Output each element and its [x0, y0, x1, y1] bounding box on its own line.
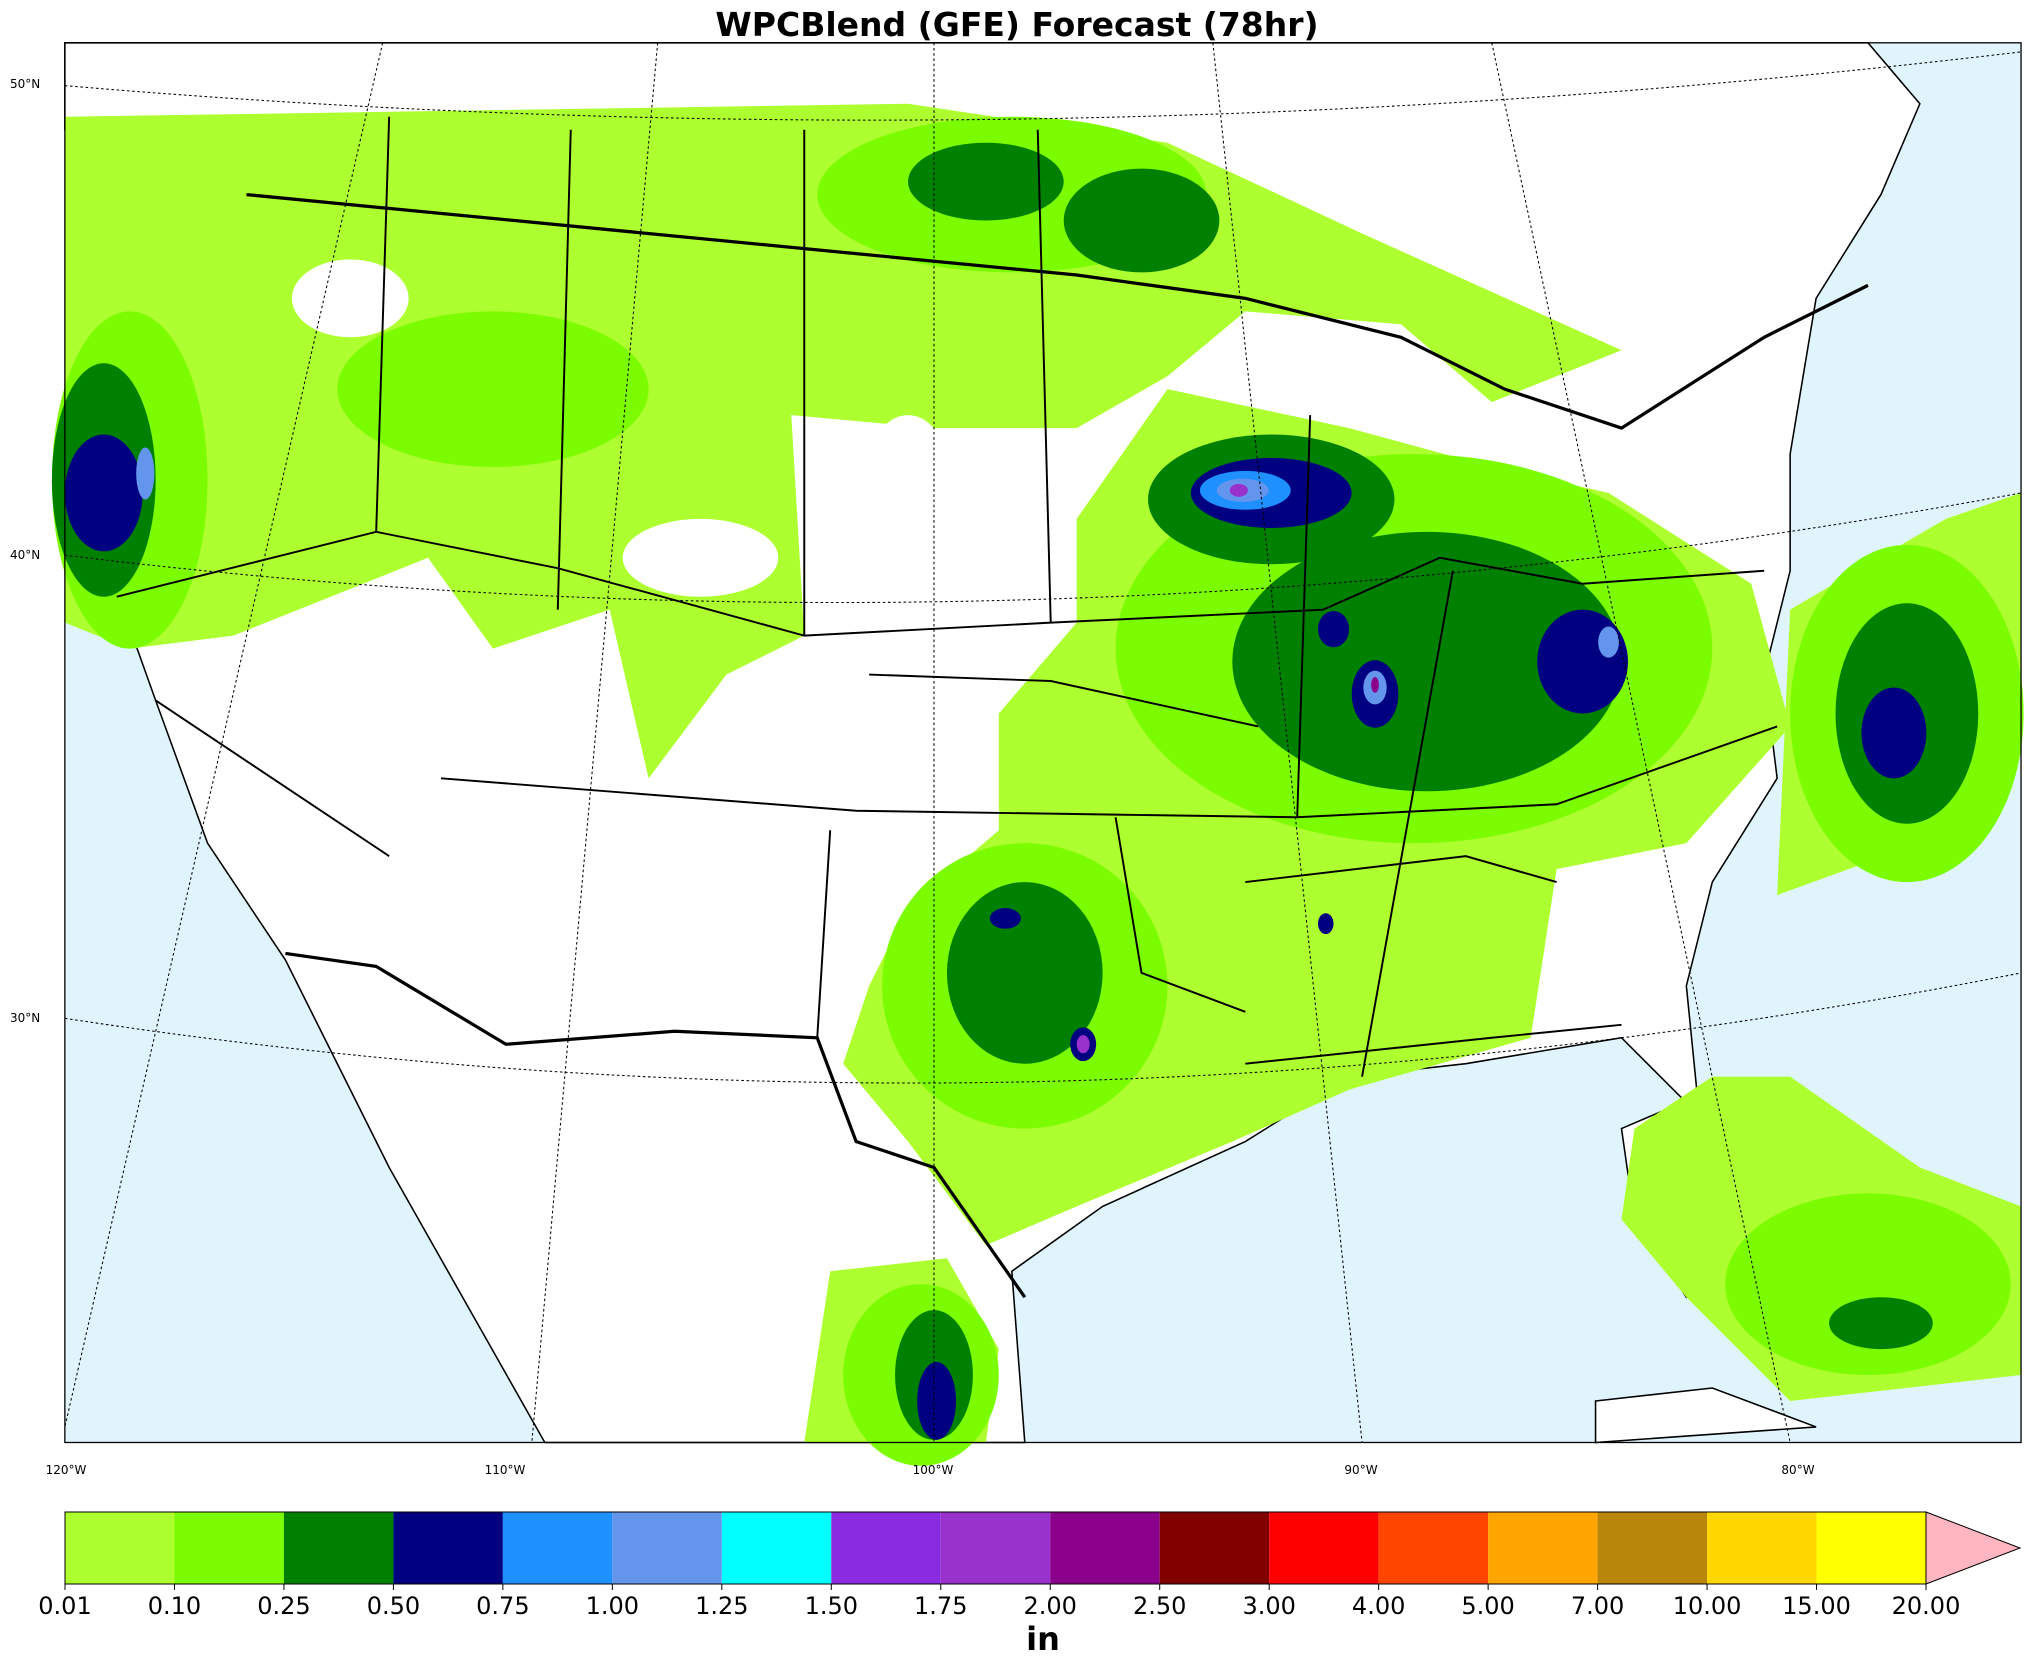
colorbar-tick-label: 4.00	[1352, 1592, 1405, 1620]
colorbar-bin	[1269, 1512, 1379, 1584]
precip-white-gaps	[291, 259, 947, 597]
colorbar-tick-label: 0.50	[367, 1592, 420, 1620]
colorbar-tick-label: 2.00	[1024, 1592, 1077, 1620]
colorbar-bin	[1488, 1512, 1598, 1584]
colorbar-bin	[1707, 1512, 1817, 1584]
lon-label: 90°W	[1344, 1463, 1377, 1477]
colorbar-tick-label: 15.00	[1782, 1592, 1851, 1620]
lon-label: 120°W	[46, 1463, 87, 1477]
colorbar-tick-label: 1.25	[695, 1592, 748, 1620]
colorbar: 0.01 0.10 0.25 0.50 0.75 1.00 1.25 1.50 1.75 2.00…	[38, 1511, 2022, 1620]
lat-label: 30°N	[10, 1011, 40, 1025]
colorbar-tick-label: 1.50	[805, 1592, 858, 1620]
colorbar-bin	[721, 1512, 832, 1584]
borders	[116, 116, 1869, 1299]
colorbar-bin	[1816, 1512, 1926, 1584]
colorbar-tick-label: 0.75	[476, 1592, 529, 1620]
colorbar-label: in	[1026, 1620, 1060, 1658]
colorbar-tick-label: 3.00	[1242, 1592, 1295, 1620]
map	[51, 42, 2024, 1466]
colorbar-bin	[1050, 1512, 1160, 1584]
colorbar-bin	[393, 1512, 503, 1584]
colorbar-bin	[65, 1512, 175, 1584]
colorbar-bin	[1159, 1512, 1270, 1584]
colorbar-tick-label: 7.00	[1571, 1592, 1624, 1620]
colorbar-tick-label: 0.01	[38, 1592, 91, 1620]
colorbar-tick-label: 2.50	[1133, 1592, 1186, 1620]
graticule-labels: 50°N 40°N 30°N 120°W 110°W 100°W 90°W 80…	[10, 77, 1815, 1477]
lat-label: 50°N	[10, 77, 40, 91]
colorbar-tick-label: 5.00	[1461, 1592, 1514, 1620]
colorbar-extend	[1925, 1511, 2022, 1585]
colorbar-outline	[64, 1511, 1927, 1585]
precip-heavy	[51, 142, 1979, 1440]
colorbar-tick-label: 10.00	[1673, 1592, 1742, 1620]
colorbar-bin	[174, 1512, 284, 1584]
colorbar-bin	[283, 1512, 394, 1584]
colorbar-tick-label: 0.10	[148, 1592, 201, 1620]
lat-label: 40°N	[10, 548, 40, 562]
colorbar-tick-label: 0.25	[257, 1592, 310, 1620]
colorbar-tick-label: 20.00	[1892, 1592, 1961, 1620]
lon-label: 110°W	[485, 1463, 526, 1477]
lon-label: 100°W	[913, 1463, 954, 1477]
colorbar-bin	[1597, 1512, 1708, 1584]
colorbar-bin	[502, 1512, 613, 1584]
colorbar-bin	[1378, 1512, 1489, 1584]
colorbar-bin	[831, 1512, 941, 1584]
colorbar-bin	[612, 1512, 722, 1584]
lon-label: 80°W	[1781, 1463, 1814, 1477]
colorbar-tick-label: 1.00	[586, 1592, 639, 1620]
colorbar-tick-label: 1.75	[914, 1592, 967, 1620]
map-frame	[64, 42, 2022, 1444]
colorbar-bin	[940, 1512, 1051, 1584]
graticule	[64, 42, 2022, 1443]
map-title: WPCBlend (GFE) Forecast (78hr)	[715, 5, 1318, 44]
precip-extreme	[136, 447, 1619, 1054]
